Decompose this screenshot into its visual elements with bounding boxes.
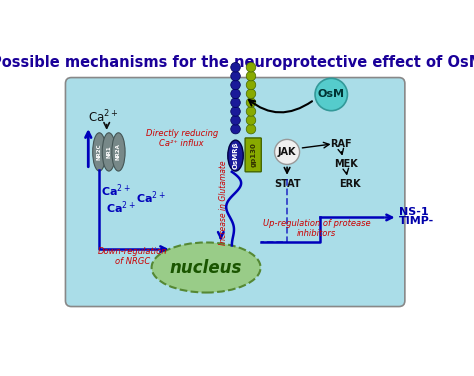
Circle shape — [231, 124, 240, 134]
Circle shape — [231, 98, 240, 108]
Text: Ca$^{2+}$: Ca$^{2+}$ — [100, 182, 130, 199]
Circle shape — [231, 89, 240, 99]
Text: NS-1: NS-1 — [399, 207, 428, 217]
Ellipse shape — [152, 243, 261, 293]
Text: RAF: RAF — [330, 139, 352, 149]
Circle shape — [315, 78, 347, 111]
Text: gp130: gp130 — [250, 143, 256, 167]
Text: Increase in Glutamate: Increase in Glutamate — [219, 161, 228, 245]
Text: Ca$^{2+}$: Ca$^{2+}$ — [136, 190, 166, 206]
Ellipse shape — [102, 133, 116, 171]
Circle shape — [231, 115, 240, 125]
Text: NR2C: NR2C — [97, 144, 102, 160]
Text: OsM: OsM — [318, 89, 345, 100]
Ellipse shape — [228, 140, 243, 171]
FancyBboxPatch shape — [65, 77, 405, 306]
Circle shape — [231, 107, 240, 116]
Text: TIMP-: TIMP- — [399, 216, 434, 226]
Text: MEK: MEK — [334, 159, 358, 170]
FancyBboxPatch shape — [245, 138, 261, 172]
Text: Directly reducing
Ca²⁺ influx: Directly reducing Ca²⁺ influx — [146, 129, 218, 149]
Text: OsMRβ: OsMRβ — [233, 142, 238, 170]
Text: STAT: STAT — [274, 179, 301, 189]
Text: NR1: NR1 — [106, 146, 111, 158]
Text: JAK: JAK — [278, 147, 296, 157]
Text: nucleus: nucleus — [170, 259, 242, 276]
Text: Ca$^{2+}$: Ca$^{2+}$ — [107, 199, 137, 216]
Text: NR2A: NR2A — [116, 144, 121, 160]
Circle shape — [246, 115, 256, 125]
Circle shape — [246, 124, 256, 134]
Circle shape — [246, 107, 256, 116]
Circle shape — [231, 71, 240, 81]
Circle shape — [246, 80, 256, 90]
Circle shape — [246, 98, 256, 108]
Text: Down-regulation
of NRGC: Down-regulation of NRGC — [98, 247, 167, 266]
Text: Ca$^{2+}$: Ca$^{2+}$ — [88, 108, 118, 125]
Circle shape — [274, 139, 300, 164]
Ellipse shape — [93, 133, 106, 171]
Circle shape — [246, 89, 256, 99]
Ellipse shape — [112, 133, 125, 171]
Text: Up-regulation of protease
inhibitors: Up-regulation of protease inhibitors — [263, 219, 370, 238]
Circle shape — [246, 71, 256, 81]
Text: Possible mechanisms for the neuroprotective effect of OsM: Possible mechanisms for the neuroprotect… — [0, 56, 474, 70]
Circle shape — [246, 62, 256, 72]
Text: ERK: ERK — [339, 179, 360, 190]
Circle shape — [231, 80, 240, 90]
Circle shape — [231, 62, 240, 72]
